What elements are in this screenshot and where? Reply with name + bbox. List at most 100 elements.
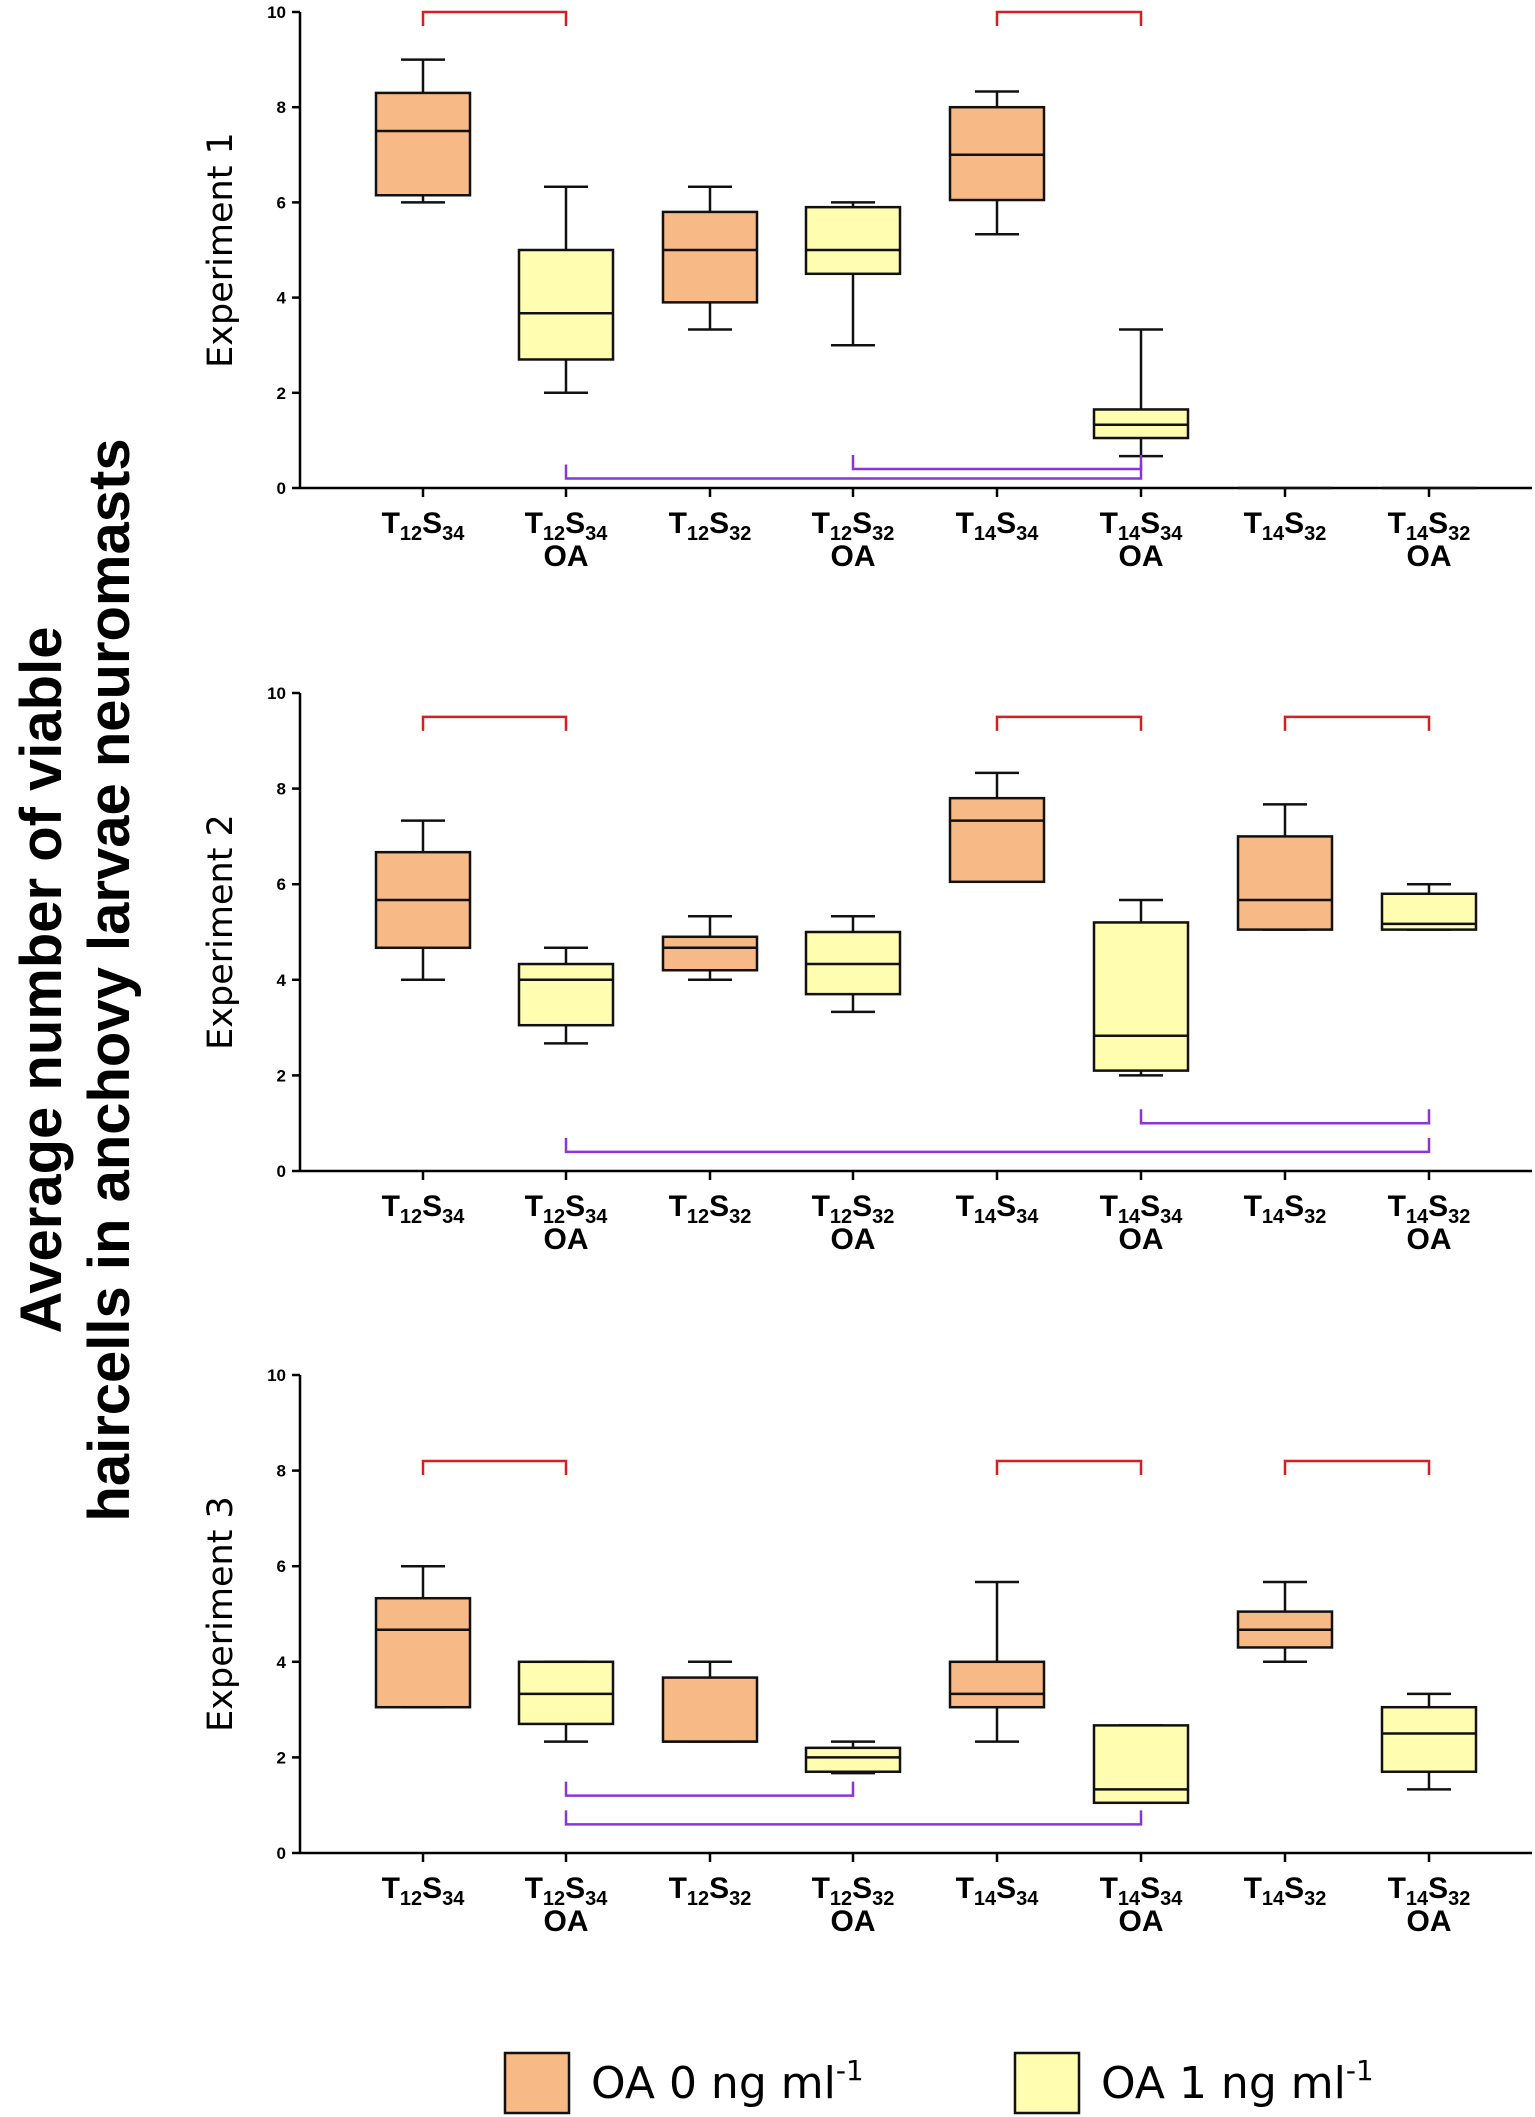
box-iqr (1380, 1705, 1478, 1773)
category-oa-label: OA (544, 1223, 589, 1256)
box-1 (374, 58, 472, 204)
category-oa-label: OA (831, 540, 876, 573)
box-2 (517, 185, 615, 395)
y-tick-label: 2 (277, 1748, 286, 1767)
box-3 (661, 914, 759, 982)
subscript: 32 (1448, 523, 1470, 545)
box-iqr (804, 1746, 902, 1773)
y-tick-label: 10 (267, 684, 286, 703)
y-axis-title: Average number of viable haircells in an… (9, 438, 142, 1521)
box-iqr (1092, 921, 1190, 1072)
significance-bracket-red (421, 10, 568, 26)
panel-title: Experiment 1 (201, 132, 241, 368)
box-7 (1236, 1580, 1334, 1664)
legend: OA 0 ng ml-1 OA 1 ng ml-1 (503, 2051, 1374, 2115)
y-tick-label: 0 (277, 479, 286, 498)
category-oa-label: OA (1119, 540, 1164, 573)
y-tick-label: 8 (277, 780, 286, 799)
category-oa-label: OA (1407, 1905, 1452, 1938)
subscript: 32 (872, 523, 894, 545)
subscript: 34 (442, 523, 465, 545)
category-label: T14S34 (956, 507, 1040, 545)
significance-bracket-red (995, 715, 1143, 731)
box-iqr (517, 248, 615, 361)
significance-bracket-red (995, 10, 1143, 26)
legend-label: OA 0 ng ml-1 (591, 2054, 864, 2109)
category-label: T12S32 (812, 1190, 895, 1228)
significance-bracket-purple (851, 454, 1143, 471)
category-label: T12S34 (525, 507, 609, 545)
significance-bracket-red (995, 1459, 1143, 1476)
box-2 (517, 1660, 615, 1743)
box-5 (948, 1580, 1046, 1743)
y-tick-label: 10 (267, 3, 286, 22)
y-tick-label: 6 (277, 875, 286, 894)
category-label: T12S32 (669, 507, 752, 545)
box-iqr (661, 935, 759, 972)
category-label: T12S32 (812, 507, 895, 545)
subscript: 32 (872, 1206, 894, 1228)
box-8 (1380, 1692, 1478, 1791)
y-tick-label: 2 (277, 384, 286, 403)
category-oa-label: OA (544, 540, 589, 573)
legend-swatch (1013, 2051, 1081, 2115)
y-tick-label: 4 (277, 971, 287, 990)
box-iqr (1092, 1724, 1190, 1805)
category-label: T12S32 (669, 1872, 752, 1910)
significance-bracket-purple (564, 1781, 855, 1797)
subscript: 32 (729, 523, 751, 545)
y-tick-label: 0 (277, 1162, 286, 1181)
category-oa-label: OA (831, 1223, 876, 1256)
box-iqr (374, 91, 472, 197)
category-label: T12S34 (382, 1190, 466, 1228)
category-label: T14S34 (1100, 1190, 1184, 1228)
subscript: 34 (1160, 1206, 1183, 1228)
subscript: 32 (872, 1888, 894, 1910)
legend-item-oa0: OA 0 ng ml-1 (503, 2051, 864, 2115)
subscript: 34 (1016, 1206, 1039, 1228)
category-oa-label: OA (1119, 1905, 1164, 1938)
category-label: T12S34 (525, 1190, 609, 1228)
box-5 (948, 90, 1046, 236)
subscript: 32 (1304, 1206, 1326, 1228)
box-iqr (948, 796, 1046, 884)
box-iqr (1236, 835, 1334, 931)
category-label: T14S32 (1388, 1872, 1471, 1910)
subscript: 34 (585, 523, 608, 545)
box-6 (1092, 1724, 1190, 1805)
y-tick-label: 4 (277, 1653, 287, 1672)
category-oa-label: OA (544, 1905, 589, 1938)
subscript: 34 (585, 1206, 608, 1228)
y-tick-label: 8 (277, 1462, 286, 1481)
y-tick-label: 2 (277, 1066, 286, 1085)
box-5 (948, 771, 1046, 884)
subscript: 34 (442, 1206, 465, 1228)
subscript: 32 (1448, 1888, 1470, 1910)
subscript: 34 (1160, 523, 1183, 545)
y-tick-label: 4 (277, 289, 287, 308)
y-tick-label: 6 (277, 193, 286, 212)
category-label: T14S34 (956, 1190, 1040, 1228)
box-iqr (661, 210, 759, 304)
legend-label: OA 1 ng ml-1 (1101, 2054, 1374, 2109)
box-3 (661, 185, 759, 331)
category-label: T14S32 (1244, 1872, 1327, 1910)
panel-title: Experiment 2 (201, 814, 241, 1050)
significance-bracket-purple (564, 464, 1143, 480)
box-1 (374, 1564, 472, 1709)
category-label: T12S34 (382, 1872, 466, 1910)
box-iqr (374, 1596, 472, 1709)
box-7 (1236, 803, 1334, 931)
box-4 (804, 914, 902, 1014)
category-oa-label: OA (1407, 540, 1452, 573)
box-6 (1092, 328, 1190, 458)
y-axis-title-line2: haircells in anchovy larvae neuromasts (77, 438, 142, 1521)
category-label: T12S34 (382, 507, 466, 545)
box-4 (804, 1740, 902, 1775)
y-tick-label: 6 (277, 1557, 286, 1576)
significance-bracket-red (421, 715, 568, 731)
legend-swatch (503, 2051, 571, 2115)
category-label: T14S34 (1100, 507, 1184, 545)
significance-bracket-red (1283, 715, 1431, 731)
